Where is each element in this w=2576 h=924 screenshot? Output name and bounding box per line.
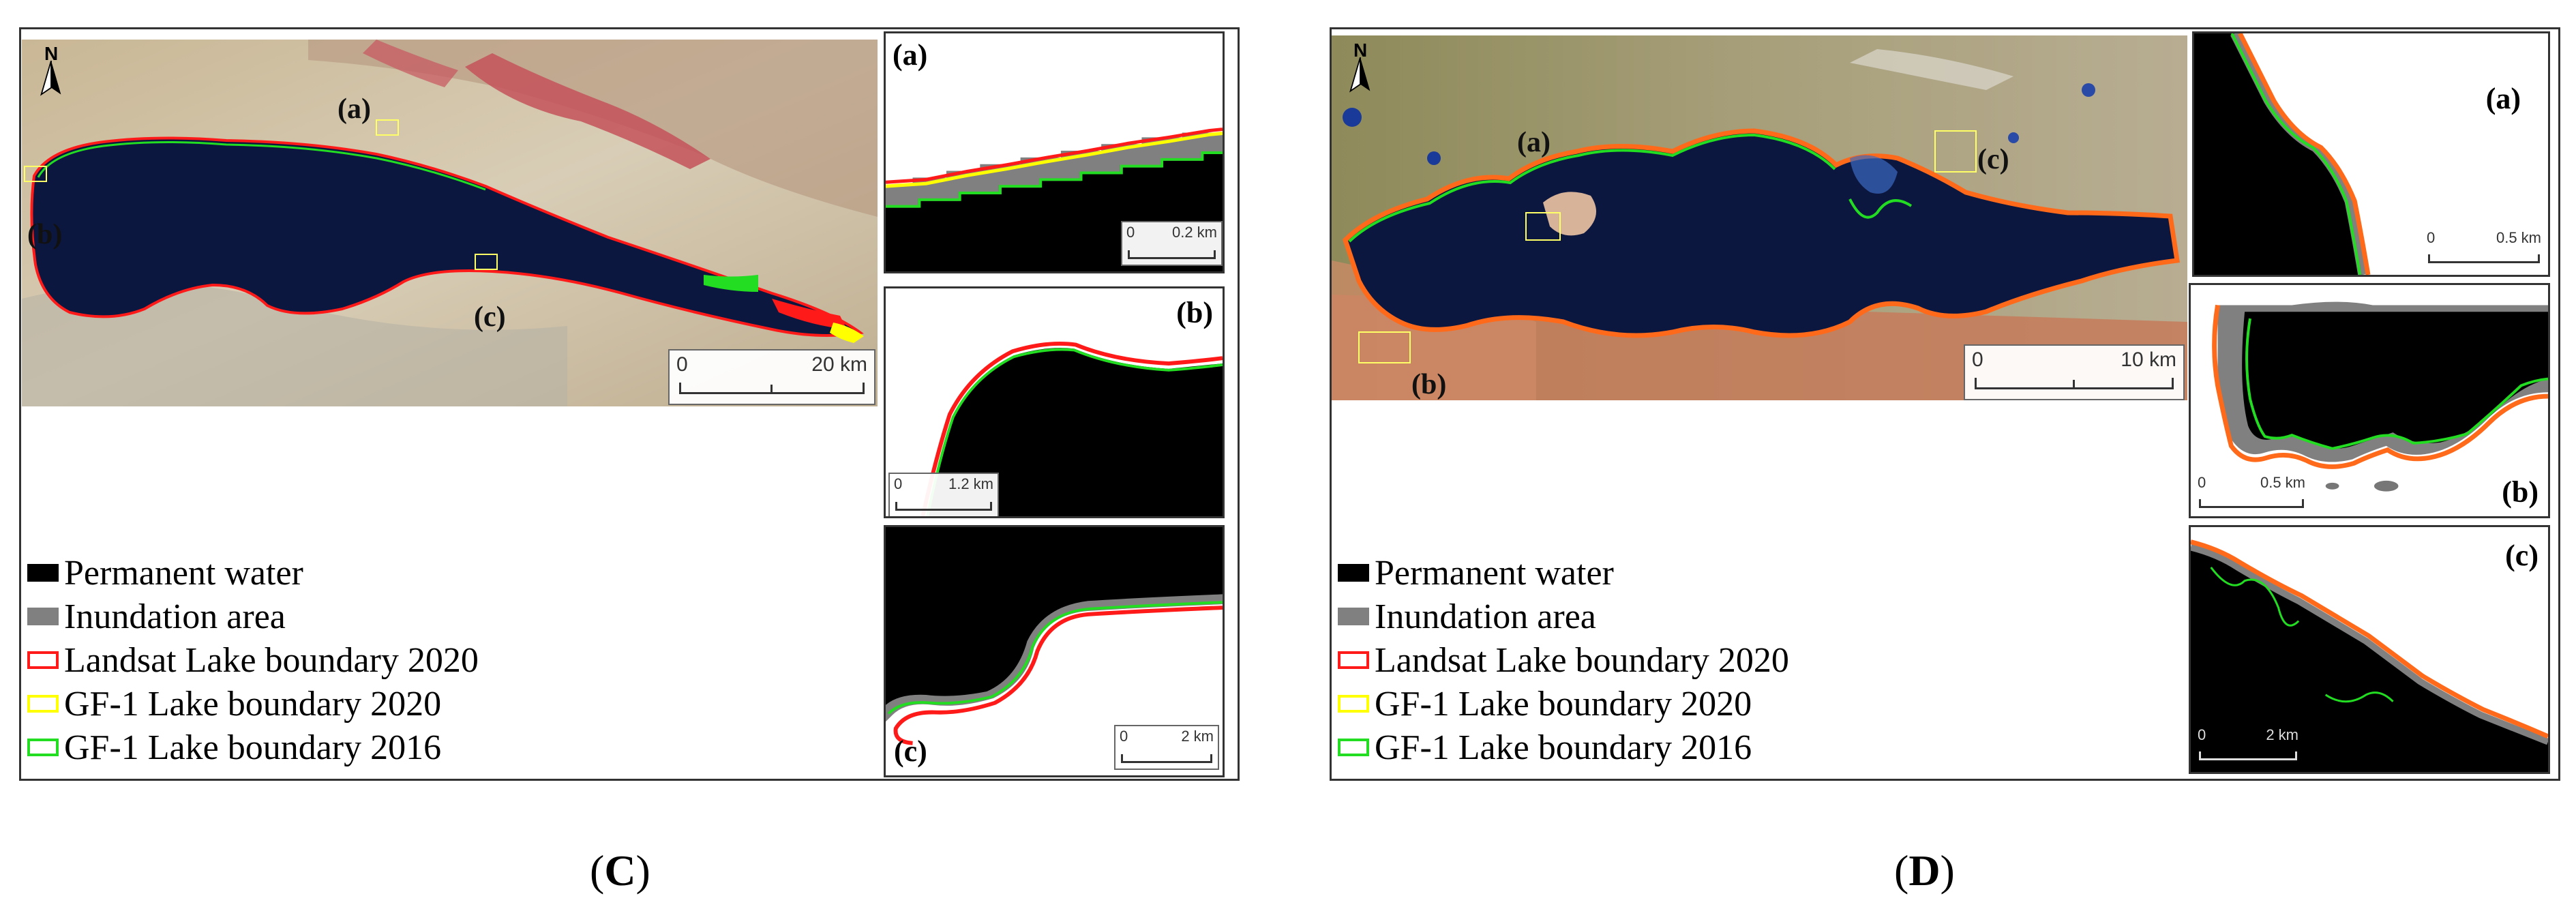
inset-scale-bar: 0 1.2 km xyxy=(888,473,999,516)
scale-end: 0.2 km xyxy=(1171,224,1217,241)
legend-item: GF-1 Lake boundary 2020 xyxy=(1338,682,1789,726)
legend-label: GF-1 Lake boundary 2020 xyxy=(1375,684,1752,724)
inset-b: (b) 0 0.5 km xyxy=(2189,283,2550,518)
scale-end: 0.5 km xyxy=(2260,474,2305,491)
scale-bar: 0 20 km xyxy=(668,349,875,405)
north-arrow-icon: N xyxy=(38,43,65,98)
north-arrow-icon: N xyxy=(1347,40,1374,94)
legend-item: GF-1 Lake boundary 2016 xyxy=(1338,726,1789,769)
scale-zero: 0 xyxy=(894,475,903,492)
scale-bar: 0 10 km xyxy=(1964,344,2185,400)
legend-item: Inundation area xyxy=(27,595,479,638)
legend-swatch xyxy=(27,695,59,713)
legend-label: GF-1 Lake boundary 2016 xyxy=(1375,728,1752,767)
scale-end: 10 km xyxy=(2121,348,2176,371)
legend-item: Inundation area xyxy=(1338,595,1789,638)
legend-label: Landsat Lake boundary 2020 xyxy=(1375,640,1789,680)
map-label-c: (c) xyxy=(474,301,506,333)
inset-scale-bar: 0 0.5 km xyxy=(2423,228,2545,269)
legend-label: Permanent water xyxy=(1375,553,1614,593)
inset-label-b: (b) xyxy=(2502,475,2538,509)
inset-scale-bar: 0 0.2 km xyxy=(1121,221,1223,266)
inset-label-a: (a) xyxy=(2485,82,2521,115)
scale-end: 0.5 km xyxy=(2496,229,2541,246)
map-label-a: (a) xyxy=(1517,127,1551,158)
inset-a: (a) 0 0.2 km xyxy=(884,31,1225,273)
scale-zero: 0 xyxy=(1120,728,1128,745)
panel-d-main-map xyxy=(1332,35,2187,400)
legend-swatch xyxy=(27,608,59,625)
scale-zero: 0 xyxy=(2198,726,2206,743)
legend: Permanent water Inundation area Landsat … xyxy=(1338,551,1789,769)
legend-swatch xyxy=(1338,739,1369,756)
legend-item: Permanent water xyxy=(27,551,479,595)
inset-c: (c) 0 2 km xyxy=(2189,525,2550,774)
map-label-b: (b) xyxy=(1411,369,1447,400)
scale-end: 2 km xyxy=(1181,728,1214,745)
scale-zero: 0 xyxy=(1972,348,1983,371)
legend-swatch xyxy=(27,739,59,756)
scale-zero: 0 xyxy=(676,353,688,376)
inset-scale-bar: 0 0.5 km xyxy=(2193,473,2309,513)
map-label-c: (c) xyxy=(1977,144,2009,175)
map-label-b: (b) xyxy=(27,219,63,250)
legend-swatch xyxy=(1338,651,1369,669)
inset-label-b: (b) xyxy=(1176,296,1213,329)
legend-item: Landsat Lake boundary 2020 xyxy=(1338,638,1789,682)
inset-b: (b) 0 1.2 km xyxy=(884,286,1225,518)
inset-label-a: (a) xyxy=(893,38,928,72)
legend-swatch xyxy=(27,651,59,669)
scale-end: 20 km xyxy=(811,353,867,376)
scale-zero: 0 xyxy=(2427,229,2436,246)
scale-zero: 0 xyxy=(1126,224,1135,241)
legend-swatch xyxy=(1338,564,1369,582)
legend-item: Landsat Lake boundary 2020 xyxy=(27,638,479,682)
legend-label: Permanent water xyxy=(64,553,303,593)
inset-scale-bar: 0 2 km xyxy=(2193,725,2303,766)
north-label: N xyxy=(44,43,59,64)
inset-a: (a) 0 0.5 km xyxy=(2192,31,2550,277)
legend-label: Inundation area xyxy=(1375,597,1596,636)
scale-end: 1.2 km xyxy=(948,475,993,492)
legend-label: GF-1 Lake boundary 2020 xyxy=(64,684,442,724)
legend-label: GF-1 Lake boundary 2016 xyxy=(64,728,442,767)
legend-item: GF-1 Lake boundary 2020 xyxy=(27,682,479,726)
legend-swatch xyxy=(1338,695,1369,713)
legend-swatch xyxy=(1338,608,1369,625)
legend-swatch xyxy=(27,564,59,582)
inset-label-c: (c) xyxy=(894,734,927,768)
panel-caption: (D) xyxy=(1894,846,1955,895)
legend-label: Landsat Lake boundary 2020 xyxy=(64,640,479,680)
north-label: N xyxy=(1353,40,1368,61)
legend-item: Permanent water xyxy=(1338,551,1789,595)
inset-label-c: (c) xyxy=(2505,539,2538,572)
inset-c: (c) 0 2 km xyxy=(884,525,1225,777)
panel-c-main-map xyxy=(22,40,878,406)
legend: Permanent water Inundation area Landsat … xyxy=(27,551,479,769)
legend-item: GF-1 Lake boundary 2016 xyxy=(27,726,479,769)
inset-scale-bar: 0 2 km xyxy=(1114,725,1219,770)
legend-label: Inundation area xyxy=(64,597,286,636)
map-label-a: (a) xyxy=(338,93,371,125)
scale-zero: 0 xyxy=(2198,474,2206,491)
panel-caption: (C) xyxy=(590,846,650,895)
scale-end: 2 km xyxy=(2266,726,2298,743)
